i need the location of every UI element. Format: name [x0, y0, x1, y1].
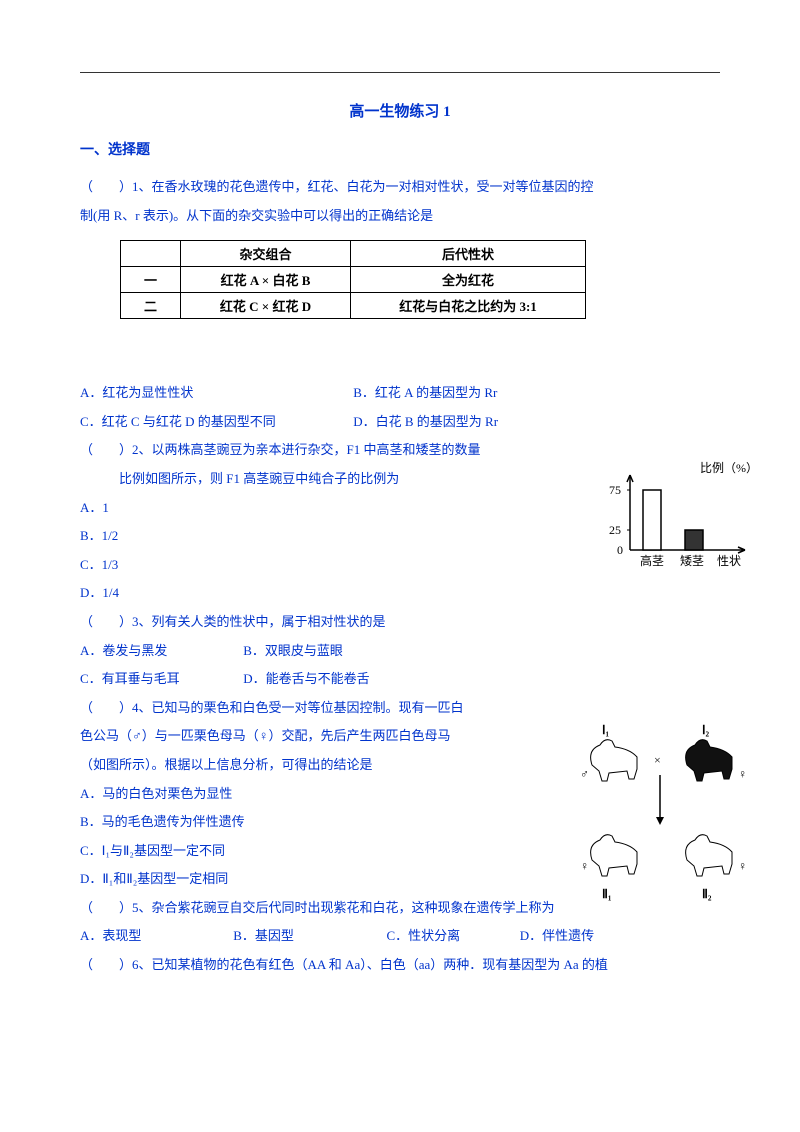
- table-row: 一 红花 A × 白花 B 全为红花: [121, 267, 586, 293]
- xlabel: 性状: [717, 554, 741, 568]
- q5-optC: C．性状分离: [387, 922, 517, 951]
- spacer: [80, 329, 720, 379]
- cross-symbol: ×: [654, 753, 661, 767]
- th-blank: [121, 241, 181, 267]
- i2-label: Ⅰ₂: [702, 723, 710, 737]
- q1-optB: B．红花 A 的基因型为 Rr: [353, 379, 497, 408]
- page-title: 高一生物练习 1: [80, 100, 720, 121]
- td: 红花与白花之比约为 3:1: [351, 293, 586, 319]
- ylabel: 比例（%）: [700, 461, 755, 475]
- worksheet-page: 高一生物练习 1 一、选择题 （ ）1、在香水玫瑰的花色遗传中，红花、白花为一对…: [0, 0, 800, 1020]
- q1-optC: C．红花 C 与红花 D 的基因型不同: [80, 408, 350, 437]
- td: 红花 C × 红花 D: [181, 293, 351, 319]
- i2-sex: ♀: [738, 767, 747, 781]
- q3-optD: D．能卷舌与不能卷舌: [243, 665, 369, 694]
- bar-chart-svg: 比例（%） 75 25 0 高茎 矮茎 性状: [605, 460, 755, 570]
- q6-stem: （ ）6、已知某植物的花色有红色（AA 和 Aa）、白色（aa）两种．现有基因型…: [80, 951, 720, 980]
- ii1-sex: ♀: [580, 859, 589, 873]
- q1-options-line1: A．红花为显性性状 B．红花 A 的基因型为 Rr: [80, 379, 720, 408]
- cross-table: 杂交组合 后代性状 一 红花 A × 白花 B 全为红花 二 红花 C × 红花…: [120, 240, 586, 319]
- th-trait: 后代性状: [351, 241, 586, 267]
- td: 二: [121, 293, 181, 319]
- tick-0-label: 0: [617, 543, 623, 557]
- q3-optA: A．卷发与黑发: [80, 637, 240, 666]
- ii2-label: Ⅱ₂: [702, 887, 712, 901]
- bar-label-short: 矮茎: [680, 554, 704, 568]
- q1-stem-line2: 制(用 R、r 表示)。从下面的杂交实验中可以得出的正确结论是: [80, 202, 720, 231]
- ii2-sex: ♀: [738, 859, 747, 873]
- q2-optD: D．1/4: [80, 579, 720, 608]
- horse-svg: Ⅰ₁ ♂ × Ⅰ₂ ♀ ♀ Ⅱ₁ ♀ Ⅱ₂: [562, 720, 762, 920]
- q1-table-wrap: 杂交组合 后代性状 一 红花 A × 白花 B 全为红花 二 红花 C × 红花…: [120, 240, 720, 319]
- horse-i2-icon: [686, 740, 732, 781]
- q4-stem-line1: （ ）4、已知马的栗色和白色受一对等位基因控制。现有一匹白: [80, 694, 720, 723]
- table-row: 二 红花 C × 红花 D 红花与白花之比约为 3:1: [121, 293, 586, 319]
- tick-75-label: 75: [609, 483, 621, 497]
- q3-stem: （ ）3、列有关人类的性状中，属于相对性状的是: [80, 608, 720, 637]
- bar-short: [685, 530, 703, 550]
- q3-options-line1: A．卷发与黑发 B．双眼皮与蓝眼: [80, 637, 720, 666]
- q4-horse-figure: Ⅰ₁ ♂ × Ⅰ₂ ♀ ♀ Ⅱ₁ ♀ Ⅱ₂: [562, 720, 762, 920]
- td: 一: [121, 267, 181, 293]
- q3-optC: C．有耳垂与毛耳: [80, 665, 240, 694]
- horse-ii2-icon: [686, 835, 732, 876]
- q5-optA: A．表现型: [80, 922, 230, 951]
- horse-i1-icon: [591, 740, 637, 781]
- q2-bar-chart: 比例（%） 75 25 0 高茎 矮茎 性状: [605, 460, 755, 570]
- q1-optA: A．红花为显性性状: [80, 379, 350, 408]
- q1-options-line2: C．红花 C 与红花 D 的基因型不同 D．白花 B 的基因型为 Rr: [80, 408, 720, 437]
- top-rule: [80, 72, 720, 73]
- tick-25-label: 25: [609, 523, 621, 537]
- q3-optB: B．双眼皮与蓝眼: [243, 637, 343, 666]
- q3-options-line2: C．有耳垂与毛耳 D．能卷舌与不能卷舌: [80, 665, 720, 694]
- q1-stem-line1: （ ）1、在香水玫瑰的花色遗传中，红花、白花为一对相对性状，受一对等位基因的控: [80, 173, 720, 202]
- td: 全为红花: [351, 267, 586, 293]
- q5-optB: B．基因型: [233, 922, 383, 951]
- horse-ii1-icon: [591, 835, 637, 876]
- arrow-head-icon: [656, 817, 664, 825]
- table-row: 杂交组合 后代性状: [121, 241, 586, 267]
- th-combo: 杂交组合: [181, 241, 351, 267]
- q5-optD: D．伴性遗传: [520, 922, 594, 951]
- bar-label-tall: 高茎: [640, 553, 664, 568]
- q1-optD: D．白花 B 的基因型为 Rr: [353, 408, 498, 437]
- i1-sex: ♂: [580, 767, 589, 781]
- section-header: 一、选择题: [80, 139, 720, 159]
- td: 红花 A × 白花 B: [181, 267, 351, 293]
- ii1-label: Ⅱ₁: [602, 887, 612, 901]
- i1-label: Ⅰ₁: [602, 723, 610, 737]
- bar-tall: [643, 490, 661, 550]
- q5-options: A．表现型 B．基因型 C．性状分离 D．伴性遗传: [80, 922, 720, 951]
